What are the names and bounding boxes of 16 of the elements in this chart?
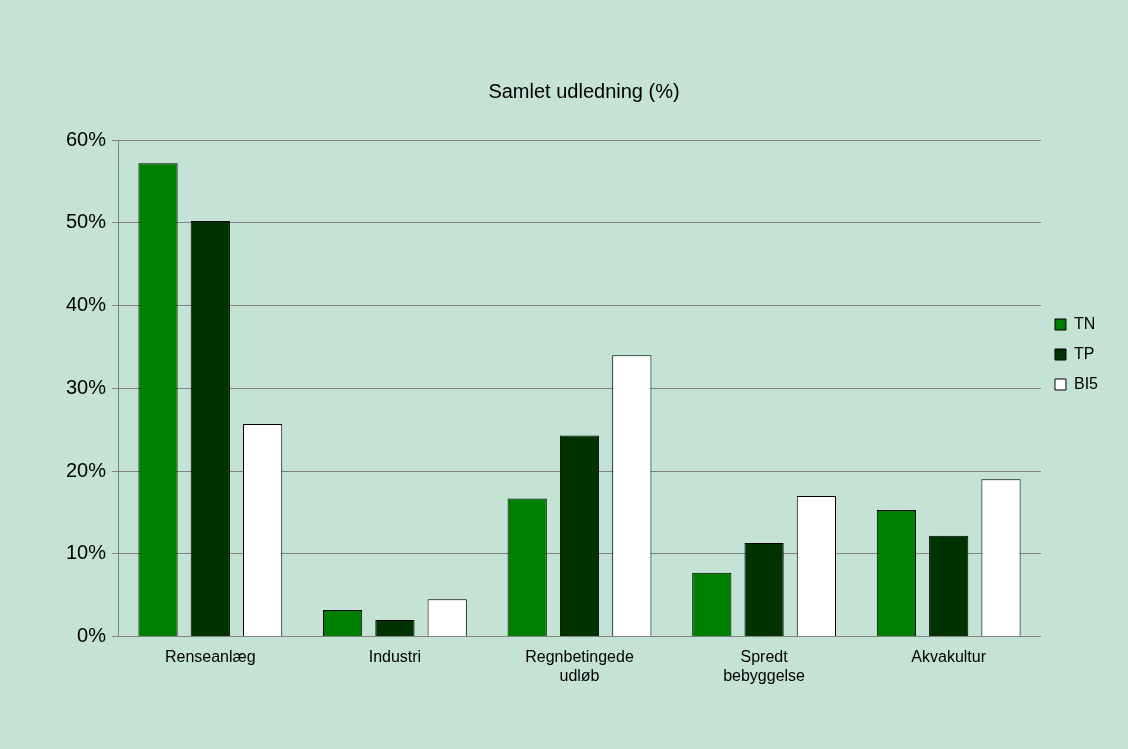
y-tick-label: 10%	[66, 541, 107, 564]
y-tick-label: 0%	[77, 624, 107, 647]
chart-title: Samlet udledning (%)	[488, 79, 680, 102]
x-tick-label: Akvakultur	[911, 647, 987, 665]
y-tick-label: 40%	[66, 293, 107, 316]
y-tick-label: 20%	[66, 458, 107, 481]
y-tick-label: 30%	[66, 375, 107, 398]
y-tick-label: 50%	[66, 210, 107, 233]
legend-label: BI5	[1073, 374, 1099, 392]
legend-label: TP	[1073, 344, 1095, 362]
x-tick-label: Renseanlæg	[164, 647, 256, 665]
x-tick-label: Regnbetingede udløb	[525, 647, 634, 684]
legend-label: TN	[1073, 314, 1096, 332]
y-tick-label: 60%	[66, 127, 107, 150]
x-tick-label: Industri	[368, 647, 422, 665]
x-tick-label: Spredt bebyggelse	[723, 647, 806, 684]
